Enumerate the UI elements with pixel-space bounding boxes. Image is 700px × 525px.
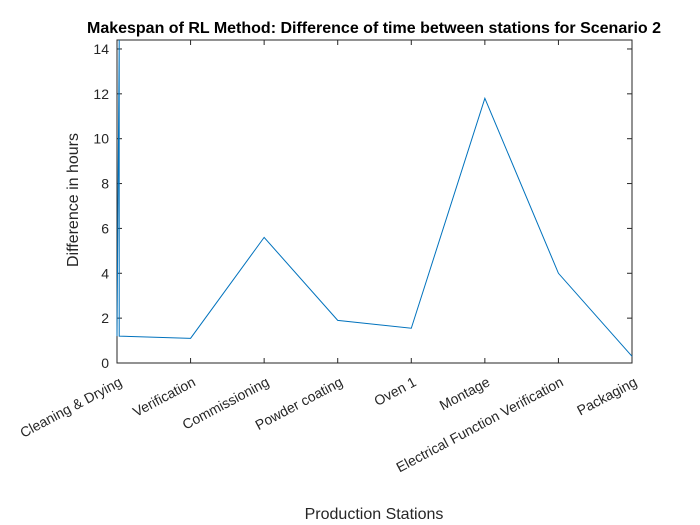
plot-area: 0 2 4 6 8 10 12 14 Cleaning & Drying Verification… [17,39,639,475]
x-tick-label: Verification [130,374,198,420]
y-tick-label: 8 [101,176,109,192]
y-tick-label: 6 [101,220,109,236]
y-tick-label: 10 [93,131,109,147]
y-tick-label: 2 [101,310,109,326]
x-tick-label: Cleaning & Drying [17,374,124,441]
y-tick-label: 12 [93,86,109,102]
y-tick-label: 14 [93,41,109,57]
x-tick-label: Montage [437,373,493,413]
axes-box [116,39,633,364]
chart-title: Makespan of RL Method: Difference of tim… [87,20,661,37]
series-line [116,39,633,357]
y-axis-label: Difference in hours [65,133,82,267]
x-tick-label: Oven 1 [371,373,419,408]
y-tick-label: 0 [101,355,109,371]
y-tick-label: 4 [101,265,109,281]
x-axis-label: Production Stations [305,506,444,523]
x-tick-label: Packaging [574,374,639,419]
